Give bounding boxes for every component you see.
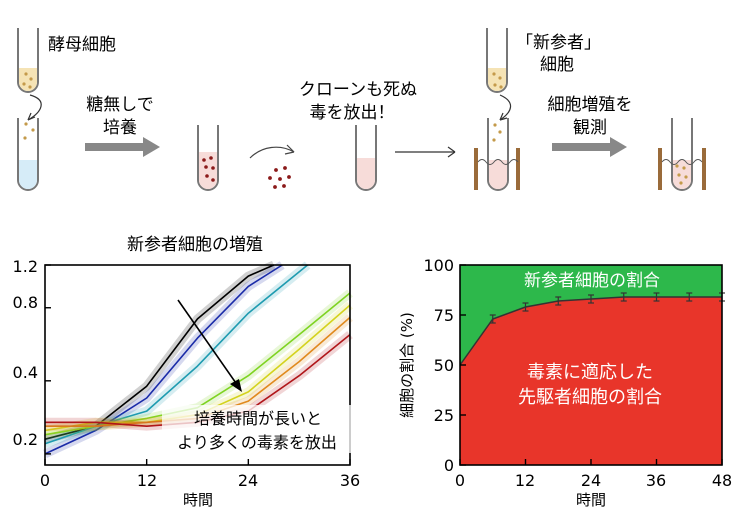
- proportion-xtick-48: 48: [712, 471, 732, 490]
- proportion-ylabel: 細胞の割合 (%): [398, 312, 416, 418]
- growth-chart: 新参者細胞の増殖 0 12 24 36 0.2 0.4 0.8 1.2 時間 培…: [13, 235, 361, 509]
- growth-ytick-0.4: 0.4: [13, 363, 38, 382]
- tube-growth-assay: [474, 118, 520, 191]
- inoculate-arrow: [499, 94, 512, 121]
- proportion-ytick-100: 100: [423, 256, 454, 275]
- annotation-line1: 培養時間が長いと: [194, 409, 322, 428]
- tube-sugar-free-medium: [17, 118, 39, 191]
- newcomer-label-line1: 「新参者」: [516, 33, 601, 53]
- step1-arrow: [85, 137, 160, 157]
- workflow-schematic: 酵母細胞 糖無しで 培養: [17, 28, 706, 191]
- pioneer-area-label-line2: 先駆者細胞の割合: [518, 387, 662, 408]
- annotation-line2: より多くの毒素を放出: [177, 433, 337, 452]
- proportion-chart-ticks: [459, 264, 723, 466]
- proportion-error-bars: [489, 292, 725, 324]
- growth-line-2: [44, 264, 309, 445]
- transfer-arrowhead: [27, 112, 36, 121]
- tube-growth-observed: [658, 118, 706, 191]
- step3-label-line1: 細胞増殖を: [548, 95, 633, 115]
- proportion-xtick-36: 36: [646, 471, 666, 490]
- growth-xtick-36: 36: [340, 471, 360, 490]
- step1-label-line2: 培養: [103, 118, 137, 138]
- proportion-ytick-0: 0: [444, 456, 454, 475]
- growth-xtick-24: 24: [238, 471, 258, 490]
- annotation-arrow: [177, 299, 242, 392]
- growth-chart-ticks: [44, 264, 351, 465]
- tube-toxin-culture: [197, 125, 219, 191]
- growth-chart-frame: [44, 264, 351, 466]
- proportion-xtick-12: 12: [515, 471, 535, 490]
- newcomer-area-label: 新参者細胞の割合: [524, 271, 660, 291]
- step2-label-line2: 毒を放出！: [310, 103, 395, 123]
- tube-toxin-medium: [355, 125, 377, 191]
- growth-ytick-0.2: 0.2: [13, 430, 38, 449]
- step3-label-line2: 観測: [573, 118, 607, 138]
- annotation-backdrop: [162, 405, 352, 453]
- pioneer-area-label-line1: 毒素に適応した: [527, 362, 653, 383]
- step2-label-line1: クローンも死ぬ: [299, 80, 417, 100]
- release-arrow: [249, 146, 295, 159]
- growth-xtick-0: 0: [40, 471, 50, 490]
- proportion-ytick-25: 25: [434, 406, 454, 425]
- release-arrowhead: [284, 144, 295, 155]
- step2-arrow: [395, 146, 456, 158]
- yeast-label: 酵母細胞: [48, 35, 116, 55]
- tube-yeast-culture: [17, 28, 39, 93]
- growth-xlabel: 時間: [183, 491, 213, 509]
- proportion-xtick-24: 24: [581, 471, 601, 490]
- proportion-chart: 新参者細胞の割合 毒素に適応した 先駆者細胞の割合 0 12 24 36 48 …: [398, 256, 732, 509]
- growth-chart-title: 新参者細胞の増殖: [127, 235, 263, 255]
- released-toxin-dots: [268, 166, 291, 189]
- inoculate-arrowhead: [499, 112, 508, 121]
- tube-newcomer-cells: [486, 28, 508, 93]
- proportion-ytick-75: 75: [434, 306, 454, 325]
- growth-xtick-12: 12: [137, 471, 157, 490]
- proportion-ytick-50: 50: [434, 356, 454, 375]
- step3-arrow: [552, 137, 627, 157]
- newcomer-label-line2: 細胞: [540, 55, 574, 75]
- pioneer-area: [460, 297, 722, 465]
- growth-line-1: [44, 264, 283, 455]
- growth-ytick-1.2: 1.2: [13, 257, 38, 276]
- proportion-xtick-0: 0: [455, 471, 465, 490]
- transfer-arrow: [27, 94, 42, 121]
- growth-ytick-0.8: 0.8: [13, 293, 38, 312]
- step1-label-line1: 糖無しで: [86, 95, 154, 115]
- proportion-xlabel: 時間: [576, 491, 606, 509]
